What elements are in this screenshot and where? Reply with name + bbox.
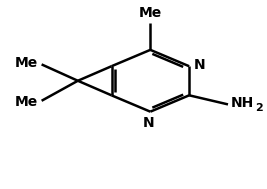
Text: Me: Me xyxy=(139,6,162,20)
Text: N: N xyxy=(143,116,155,130)
Text: NH: NH xyxy=(231,97,254,111)
Text: Me: Me xyxy=(14,57,38,70)
Text: Me: Me xyxy=(14,95,38,109)
Text: 2: 2 xyxy=(255,103,263,113)
Text: N: N xyxy=(194,58,205,72)
